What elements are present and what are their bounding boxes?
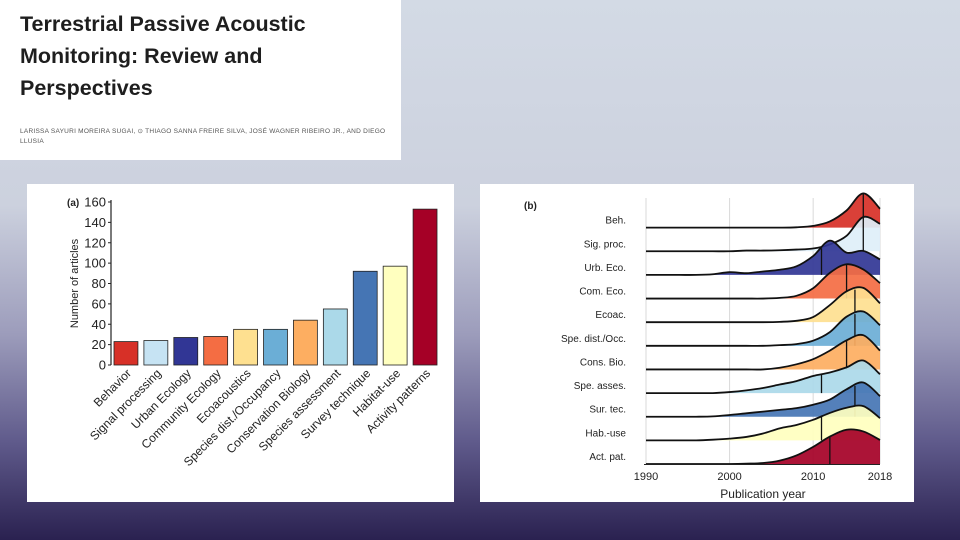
ridge-line-sur-tec [645, 381, 881, 418]
bar-behavior [113, 341, 139, 366]
ridge-line-spe-asses [645, 359, 881, 395]
ridge-label: Cons. Bio. [580, 357, 626, 368]
ridge-fill-cons-bio [646, 334, 880, 370]
y-tick-label: 20 [92, 337, 106, 352]
ridge-line-spe-dist-occ [646, 310, 881, 347]
ridge-label: Com. Eco. [579, 287, 626, 298]
ridge-fill-com-eco [646, 264, 880, 299]
ridge-label: Hab.-use [585, 428, 626, 439]
paper-title: Terrestrial Passive Acoustic Monitoring:… [20, 12, 306, 100]
ridge-label: Spe. asses. [574, 381, 626, 392]
ridge-label: Spe. dist./Occ. [561, 334, 626, 345]
figure-panel-b: (b) Beh. Sig. proc. Urb. Eco. Com. Eco. Ecoac… [480, 184, 914, 502]
bar-species-dist-occupancy [263, 328, 288, 366]
bar-conservation-biology [293, 319, 318, 366]
x-axis-label: Publication year [720, 487, 805, 501]
x-tick-label: 2010 [801, 471, 825, 483]
ridge-line-com-eco [646, 263, 881, 300]
bar-community-ecology [203, 336, 229, 366]
ridge-label: Beh. [605, 216, 626, 227]
y-tick-label: 60 [92, 296, 106, 311]
ridge-fill-ecoac [646, 287, 880, 323]
ridge-fill-act-pat [646, 429, 880, 465]
bar-urban-ecology [173, 337, 199, 366]
bar-survey-technique [352, 270, 378, 366]
ridge-line-cons-bio [646, 333, 881, 371]
paper-authors: LARISSA SAYURI MOREIRA SUGAI, ⊙ THIAGO S… [20, 128, 386, 145]
ridge-line-sig-proc [646, 215, 881, 253]
ridge-label: Act. pat. [589, 452, 626, 463]
bar-species-assessment [322, 308, 348, 366]
y-tick-label: 120 [84, 235, 106, 250]
ridgeline-chart: (b) Beh. Sig. proc. Urb. Eco. Com. Eco. Ecoac… [524, 192, 892, 501]
panel-label-b: (b) [524, 201, 537, 212]
y-axis-label: Number of articles [69, 238, 81, 328]
ridge-fill-sur-tec [646, 382, 880, 417]
figure-panel-a: (a) Number of articles 0 20 40 60 80 100 120 140 1… [27, 184, 454, 502]
bar-signal-processing [143, 340, 169, 366]
x-tick-label: 2018 [868, 471, 892, 483]
y-tick-label: 100 [84, 256, 106, 271]
y-tick-label: 160 [84, 195, 106, 210]
bar-ecoacoustics [233, 328, 258, 366]
bar-chart: (a) Number of articles 0 20 40 60 80 100 120 140 1… [67, 195, 438, 469]
panel-label-a: (a) [67, 198, 79, 209]
y-tick-label: 140 [84, 215, 106, 230]
ridge-fill-beh [646, 193, 880, 228]
x-tick-label: 2000 [717, 471, 741, 483]
y-tick-label: 80 [92, 276, 106, 291]
ridge-line-ecoac [646, 286, 881, 324]
ridge-line-urb-eco [646, 239, 881, 276]
bar-habitat-use [382, 265, 408, 366]
bar-activity-patterns [412, 208, 438, 366]
ridge-line-hab-use [646, 404, 881, 442]
y-tick-label: 0 [99, 358, 106, 373]
paper-header-card: Terrestrial Passive Acoustic Monitoring:… [0, 0, 401, 160]
ridge-line-beh [646, 192, 881, 229]
ridge-label: Sur. tec. [589, 405, 626, 416]
ridge-label: Ecoac. [595, 310, 626, 321]
ridge-label: Urb. Eco. [584, 263, 626, 274]
y-tick-label: 40 [92, 317, 106, 332]
ridge-label: Sig. proc. [584, 239, 626, 250]
ridge-fill-sig-proc [646, 216, 880, 252]
x-tick-label: 1990 [634, 471, 658, 483]
